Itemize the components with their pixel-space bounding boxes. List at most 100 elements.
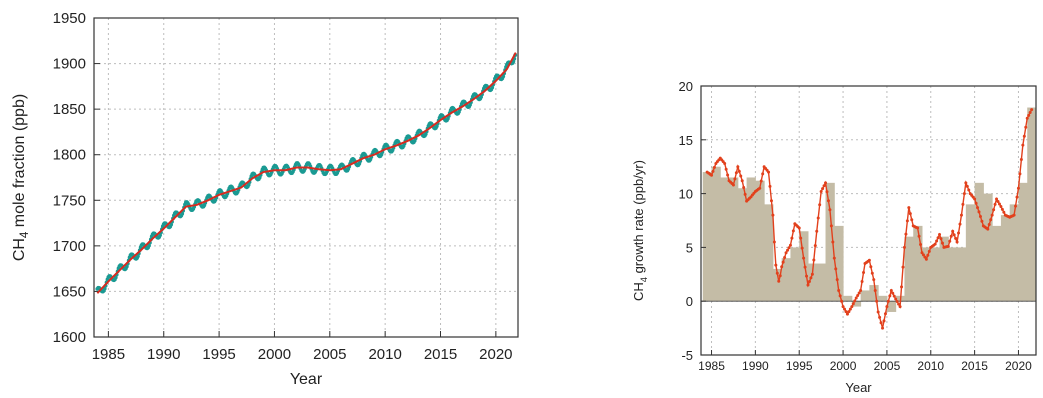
monthly-point (124, 264, 129, 269)
growth-rate-point (1016, 186, 1020, 190)
growth-rate-point (962, 192, 966, 196)
growth-rate-point (919, 243, 923, 247)
growth-rate-point (891, 291, 895, 295)
y-tick-label: 1700 (53, 238, 86, 255)
growth-rate-point (843, 307, 847, 311)
growth-rate-point (878, 315, 882, 319)
growth-rate-point (767, 170, 771, 174)
monthly-point (113, 275, 118, 280)
annual-growth-bar (711, 166, 721, 302)
annual-growth-bar (957, 247, 967, 302)
growth-rate-point (926, 253, 930, 257)
x-tick-label: 1995 (202, 346, 235, 363)
annual-growth-bar (1018, 182, 1028, 302)
growth-rate-point (783, 255, 787, 259)
growth-rate-point (726, 173, 730, 177)
growth-rate-point (897, 302, 901, 306)
growth-rate-point (834, 267, 838, 271)
growth-rate-point (800, 246, 804, 250)
x-tick-label: 2005 (313, 346, 346, 363)
annual-growth-bar (807, 263, 818, 302)
annual-growth-bar (974, 182, 984, 302)
growth-rate-point (771, 213, 775, 217)
annual-growth-bar (965, 204, 976, 302)
growth-rate-point (838, 294, 842, 298)
growth-rate-point (742, 186, 746, 190)
growth-rate-point (781, 260, 785, 264)
annual-growth-bar (921, 247, 932, 302)
growth-rate-point (904, 232, 908, 236)
annual-growth-bar (869, 285, 879, 302)
growth-rate-point (840, 299, 844, 303)
annual-growth-bar (948, 247, 958, 302)
y-axis-label: CH4 mole fraction (ppb) (11, 94, 31, 261)
growth-rate-point (907, 206, 911, 210)
growth-rate-point (989, 218, 993, 222)
growth-rate-point (825, 190, 829, 194)
growth-rate-point (999, 205, 1003, 209)
plot-frame (93, 17, 519, 338)
growth-rate-point (853, 299, 857, 303)
growth-rate-point (901, 265, 905, 269)
growth-rate-point (862, 271, 866, 275)
growth-rate-point (967, 188, 971, 192)
growth-rate-point (916, 226, 920, 230)
growth-rate-point (851, 302, 855, 306)
growth-rate-point (920, 251, 924, 255)
growth-rate-point (790, 236, 794, 240)
growth-rate-point (905, 219, 909, 223)
growth-rate-point (959, 213, 963, 217)
growth-rate-point (876, 310, 880, 314)
growth-rate-point (952, 233, 956, 237)
growth-rate-point (1025, 116, 1029, 120)
growth-rate-point (996, 199, 1000, 203)
growth-rate-point (1030, 108, 1034, 112)
growth-rate-point (902, 245, 906, 249)
growth-rate-point (806, 283, 810, 287)
monthly-point (169, 222, 174, 227)
growth-rate-point (859, 288, 863, 292)
growth-rate-point (867, 258, 871, 262)
growth-rate-point (980, 219, 984, 223)
growth-rate-point (933, 242, 937, 246)
annual-growth-bar (1009, 204, 1019, 302)
annual-growth-bar (790, 247, 800, 302)
growth-rate-point (946, 244, 950, 248)
y-tick-label: 20 (679, 79, 693, 94)
growth-rate-point (731, 183, 735, 187)
growth-rate-point (1014, 204, 1018, 208)
growth-rate-point (813, 244, 817, 248)
growth-rate-point (821, 187, 825, 191)
growth-rate-point (917, 234, 921, 238)
x-tick-label: 2015 (424, 346, 457, 363)
growth-rate-point (927, 249, 931, 253)
growth-rate-point (761, 172, 765, 176)
growth-rate-point (797, 226, 801, 230)
y-axis-label: CH4 growth rate (ppb/yr) (631, 160, 649, 301)
growth-rate-point (734, 171, 738, 175)
y-tick-label: 10 (679, 187, 693, 202)
growth-rate-point (924, 257, 928, 261)
x-tick-label: 1985 (92, 346, 125, 363)
growth-rate-point (1027, 113, 1031, 117)
x-tick-label: 2010 (368, 346, 401, 363)
growth-rate-point (898, 305, 902, 309)
x-tick-label: 2020 (1005, 359, 1032, 373)
monthly-series-line (96, 54, 517, 293)
x-axis-label: Year (290, 371, 323, 388)
growth-rate-point (772, 240, 776, 244)
growth-rate-point (951, 229, 955, 233)
annual-growth-bar (851, 301, 862, 307)
growth-rate-point (1028, 111, 1032, 115)
y-tick-label: 1800 (53, 147, 86, 164)
growth-rate-point (886, 299, 890, 303)
annual-growth-bar (1027, 107, 1037, 302)
growth-rate-point (777, 279, 781, 283)
growth-rate-point (759, 179, 763, 183)
y-tick-label: 15 (679, 133, 693, 148)
growth-rate-point (826, 199, 830, 203)
growth-rate-point (997, 202, 1001, 206)
growth-rate-point (921, 253, 925, 257)
growth-rate-point (775, 271, 779, 275)
growth-rate-point (723, 161, 727, 165)
